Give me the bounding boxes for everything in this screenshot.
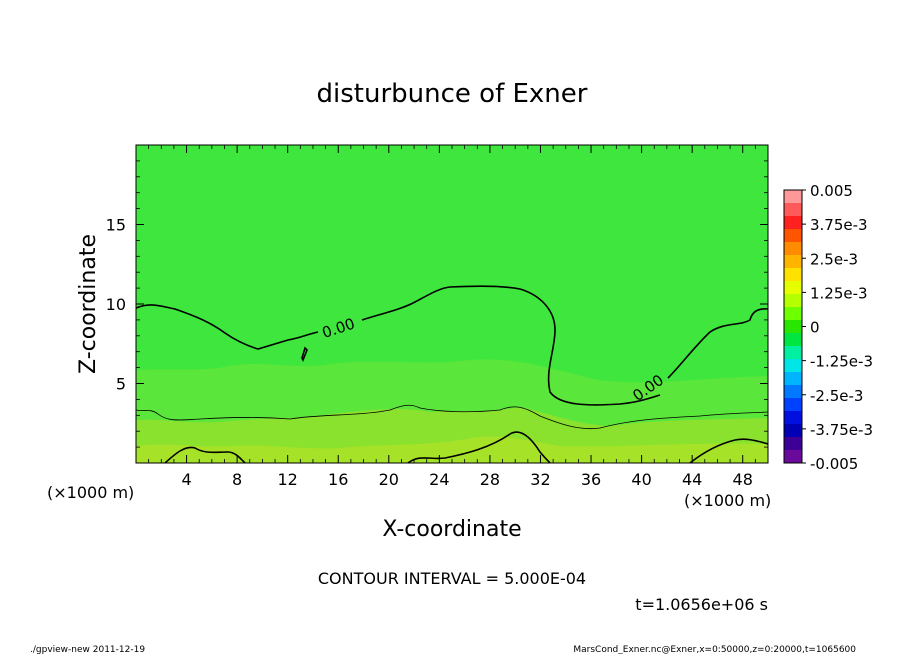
colorbar-segment (784, 190, 802, 204)
colorbar-segment (784, 437, 802, 451)
x-axis-title: X-coordinate (382, 517, 521, 542)
y-axis-title: Z-coordinate (76, 234, 101, 374)
colorbar-segment (784, 320, 802, 334)
colorbar-label: 2.5e-3 (810, 250, 858, 268)
x-tick-label: 16 (328, 470, 348, 489)
x-tick-label: 8 (232, 470, 242, 489)
colorbar-label: 3.75e-3 (810, 216, 868, 234)
colorbar-label: 0.005 (810, 182, 853, 200)
colorbar-segment (784, 346, 802, 360)
contour-field: 0.00 0.00 (136, 145, 768, 463)
colorbar-segment (784, 268, 802, 282)
x-tick-label: 32 (530, 470, 550, 489)
colorbar-label: -3.75e-3 (810, 421, 873, 439)
colorbar-segment (784, 372, 802, 386)
colorbar-segment (784, 203, 802, 217)
x-tick-label: 44 (682, 470, 702, 489)
x-tick-label: 28 (480, 470, 500, 489)
colorbar-segment (784, 450, 802, 464)
x-tick-label: 40 (631, 470, 651, 489)
y-unit-label: (×1000 m) (47, 483, 134, 502)
footer-right: MarsCond_Exner.nc@Exner,x=0:50000,z=0:20… (573, 645, 856, 654)
colorbar-segment (784, 307, 802, 321)
x-tick-label: 36 (581, 470, 601, 489)
colorbar-label: -2.5e-3 (810, 387, 863, 405)
colorbar-label: -1.25e-3 (810, 353, 873, 371)
contour-line-zero-upper (136, 285, 768, 406)
field-band-bottom (136, 436, 768, 463)
colorbar-segment (784, 294, 802, 308)
colorbar-segment (784, 255, 802, 269)
colorbar-segment (784, 229, 802, 243)
colorbar-label: 1.25e-3 (810, 284, 868, 302)
time-text: t=1.0656e+06 s (635, 595, 768, 614)
footer-left: ./gpview-new 2011-12-19 (30, 645, 145, 654)
contour-line-thin (136, 404, 768, 430)
colorbar-segment (784, 398, 802, 412)
colorbar-segment (784, 411, 802, 425)
x-tick-label: 20 (379, 470, 399, 489)
colorbar-segment (784, 333, 802, 347)
contour-line-closed-small (301, 346, 308, 362)
colorbar-segment (784, 385, 802, 399)
y-tick-label: 10 (106, 295, 126, 314)
colorbar-segment (784, 242, 802, 256)
y-axis: 5 10 15 (106, 160, 768, 448)
colorbar-label: -0.005 (810, 455, 858, 473)
chart-title: disturbunce of Exner (317, 79, 588, 109)
x-tick-label: 48 (733, 470, 753, 489)
colorbar-labels: 0.005 3.75e-3 2.5e-3 1.25e-3 0 -1.25e-3 -2.5e-… (802, 182, 873, 473)
x-tick-label: 24 (429, 470, 449, 489)
colorbar-segment (784, 216, 802, 230)
y-tick-label: 15 (106, 216, 126, 235)
contour-interval-text: CONTOUR INTERVAL = 5.000E-04 (318, 569, 586, 588)
x-tick-label: 4 (181, 470, 191, 489)
x-unit-label: (×1000 m) (684, 491, 771, 510)
y-tick-label: 5 (116, 375, 126, 394)
colorbar-segment (784, 281, 802, 295)
colorbar-label: 0 (810, 319, 820, 337)
x-axis: 4 8 12 16 20 24 28 32 36 40 44 48 (148, 145, 756, 489)
colorbar-segment (784, 424, 802, 438)
x-tick-label: 12 (278, 470, 298, 489)
colorbar-segment (784, 359, 802, 373)
colorbar (783, 189, 803, 464)
